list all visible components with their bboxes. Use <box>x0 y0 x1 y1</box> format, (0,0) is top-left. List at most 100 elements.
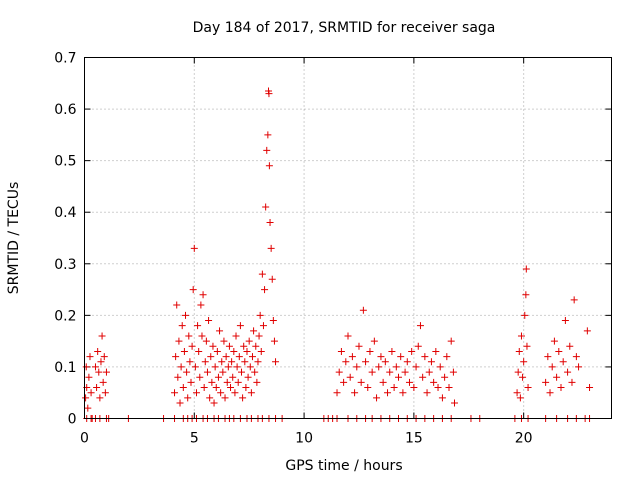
x-tick-label: 5 <box>190 431 199 447</box>
data-point <box>359 306 367 314</box>
data-point <box>397 353 405 361</box>
data-point <box>395 373 403 381</box>
data-point <box>230 347 238 355</box>
data-point <box>403 358 411 366</box>
data-point <box>272 358 280 366</box>
data-point <box>176 399 184 407</box>
data-point <box>423 389 431 397</box>
data-point <box>202 337 210 345</box>
data-point <box>211 363 219 371</box>
data-point <box>172 353 180 361</box>
data-point <box>564 368 572 376</box>
data-point <box>521 311 529 319</box>
data-point <box>174 373 182 381</box>
data-point <box>405 378 413 386</box>
y-tick-label: 0.2 <box>54 308 76 324</box>
grid-lines <box>84 57 612 419</box>
data-point <box>233 363 241 371</box>
data-point <box>362 358 370 366</box>
data-point <box>221 394 229 402</box>
data-point <box>197 301 205 309</box>
data-point <box>99 378 107 386</box>
data-point <box>255 332 263 340</box>
x-axis-label: GPS time / hours <box>285 458 402 474</box>
data-point <box>434 384 442 392</box>
x-tick-label: 20 <box>515 431 533 447</box>
data-point <box>208 378 216 386</box>
data-point <box>379 378 387 386</box>
data-point <box>366 347 374 355</box>
data-point <box>224 363 232 371</box>
data-point <box>251 368 259 376</box>
data-point <box>84 404 92 412</box>
y-tick-label: 0.7 <box>54 51 76 67</box>
data-point <box>586 384 594 392</box>
data-point <box>259 322 267 330</box>
data-point <box>425 368 433 376</box>
data-point <box>188 342 196 350</box>
data-point <box>200 384 208 392</box>
data-point <box>214 373 222 381</box>
y-tick-label: 0 <box>68 412 77 428</box>
x-tick-label: 10 <box>295 431 313 447</box>
data-point <box>93 384 101 392</box>
data-point <box>412 363 420 371</box>
data-point <box>270 337 278 345</box>
data-point <box>401 368 409 376</box>
x-tick-label: 15 <box>405 431 423 447</box>
data-point <box>522 265 530 273</box>
data-point <box>583 327 591 335</box>
data-point <box>542 378 550 386</box>
data-point <box>386 368 394 376</box>
data-point <box>190 244 198 252</box>
data-point <box>357 378 365 386</box>
data-point <box>344 332 352 340</box>
data-point <box>561 317 569 325</box>
data-point <box>256 311 264 319</box>
x-tick-label: 0 <box>80 431 89 447</box>
data-point <box>82 363 90 371</box>
data-point <box>191 363 199 371</box>
data-point <box>261 286 269 294</box>
data-point <box>252 342 260 350</box>
data-point <box>244 373 252 381</box>
data-point <box>185 332 193 340</box>
data-point <box>87 389 95 397</box>
data-point <box>198 332 206 340</box>
data-point <box>524 384 532 392</box>
data-point <box>231 389 239 397</box>
data-point <box>572 353 580 361</box>
data-point <box>568 378 576 386</box>
data-point <box>173 301 181 309</box>
data-point <box>242 384 250 392</box>
data-point <box>207 353 215 361</box>
data-point <box>183 368 191 376</box>
data-point <box>559 358 567 366</box>
data-point <box>337 347 345 355</box>
data-point <box>199 291 207 299</box>
data-point <box>346 373 354 381</box>
data-point <box>414 342 422 350</box>
data-point <box>450 399 458 407</box>
data-point <box>548 363 556 371</box>
data-point <box>373 394 381 402</box>
data-point <box>95 368 103 376</box>
data-point <box>85 373 93 381</box>
data-point <box>234 378 242 386</box>
data-point <box>419 373 427 381</box>
data-point <box>265 90 273 98</box>
data-point <box>223 378 231 386</box>
data-point <box>232 332 240 340</box>
data-point <box>220 337 228 345</box>
data-point <box>205 317 213 325</box>
data-point <box>351 389 359 397</box>
data-point <box>178 322 186 330</box>
data-point <box>218 358 226 366</box>
data-point <box>377 353 385 361</box>
data-point <box>189 286 197 294</box>
data-point <box>235 353 243 361</box>
data-point <box>94 347 102 355</box>
data-point <box>432 347 440 355</box>
data-point <box>447 337 455 345</box>
data-point <box>184 394 192 402</box>
